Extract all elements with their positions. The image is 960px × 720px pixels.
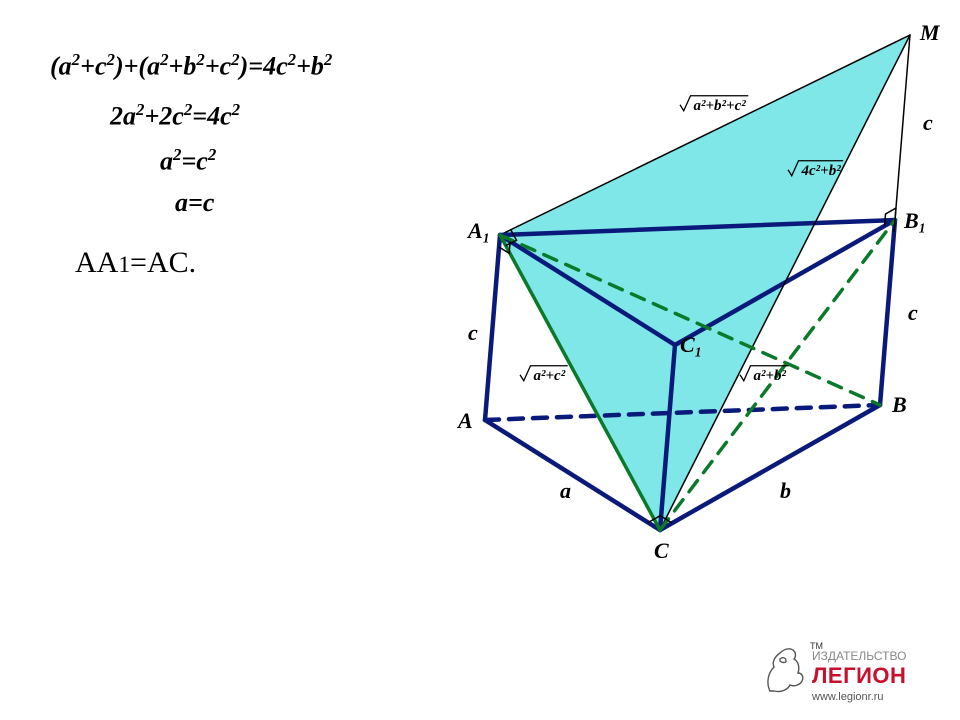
equation-conclusion: AA1=AC. xyxy=(75,246,196,280)
svg-text:4c²+b²: 4c²+b² xyxy=(801,163,842,179)
equation-line-1: (a2+c2)+(a2+b2+c2)=4c2+b2 xyxy=(50,50,332,82)
footer-publisher: ИЗДАТЕЛЬСТВО xyxy=(812,649,906,663)
footer-url: www.legionr.ru xyxy=(812,691,884,703)
svg-text:A₁: A₁ xyxy=(466,218,490,243)
equation-line-3: a2=c2 xyxy=(160,145,216,177)
svg-text:C: C xyxy=(654,538,669,563)
svg-text:a²+c²: a²+c² xyxy=(534,368,566,384)
svg-text:C₁: C₁ xyxy=(680,332,702,357)
svg-text:A: A xyxy=(456,408,473,433)
svg-text:c: c xyxy=(468,320,478,345)
svg-text:b: b xyxy=(780,478,791,503)
svg-text:B₁: B₁ xyxy=(903,208,926,233)
equation-line-2: 2a2+2c2=4c2 xyxy=(110,100,240,132)
svg-text:a²+b²: a²+b² xyxy=(754,368,787,384)
svg-text:a²+b²+c²: a²+b²+c² xyxy=(694,98,747,114)
svg-text:a: a xyxy=(560,478,571,503)
prism-diagram: A B C A₁ B₁ C₁ Ma b c c c a²+c² a²+b² a²+b²+c² 4c²+b² xyxy=(430,10,950,570)
svg-text:c: c xyxy=(923,110,933,135)
equation-line-4: a=c xyxy=(175,188,214,218)
svg-text:c: c xyxy=(908,300,918,325)
svg-text:B: B xyxy=(891,392,907,417)
svg-text:M: M xyxy=(919,20,941,45)
horse-icon xyxy=(760,643,808,695)
footer-logo-block: TM ИЗДАТЕЛЬСТВО ЛЕГИОН www.legionr.ru xyxy=(760,635,945,705)
footer-brand: ЛЕГИОН xyxy=(812,663,906,689)
